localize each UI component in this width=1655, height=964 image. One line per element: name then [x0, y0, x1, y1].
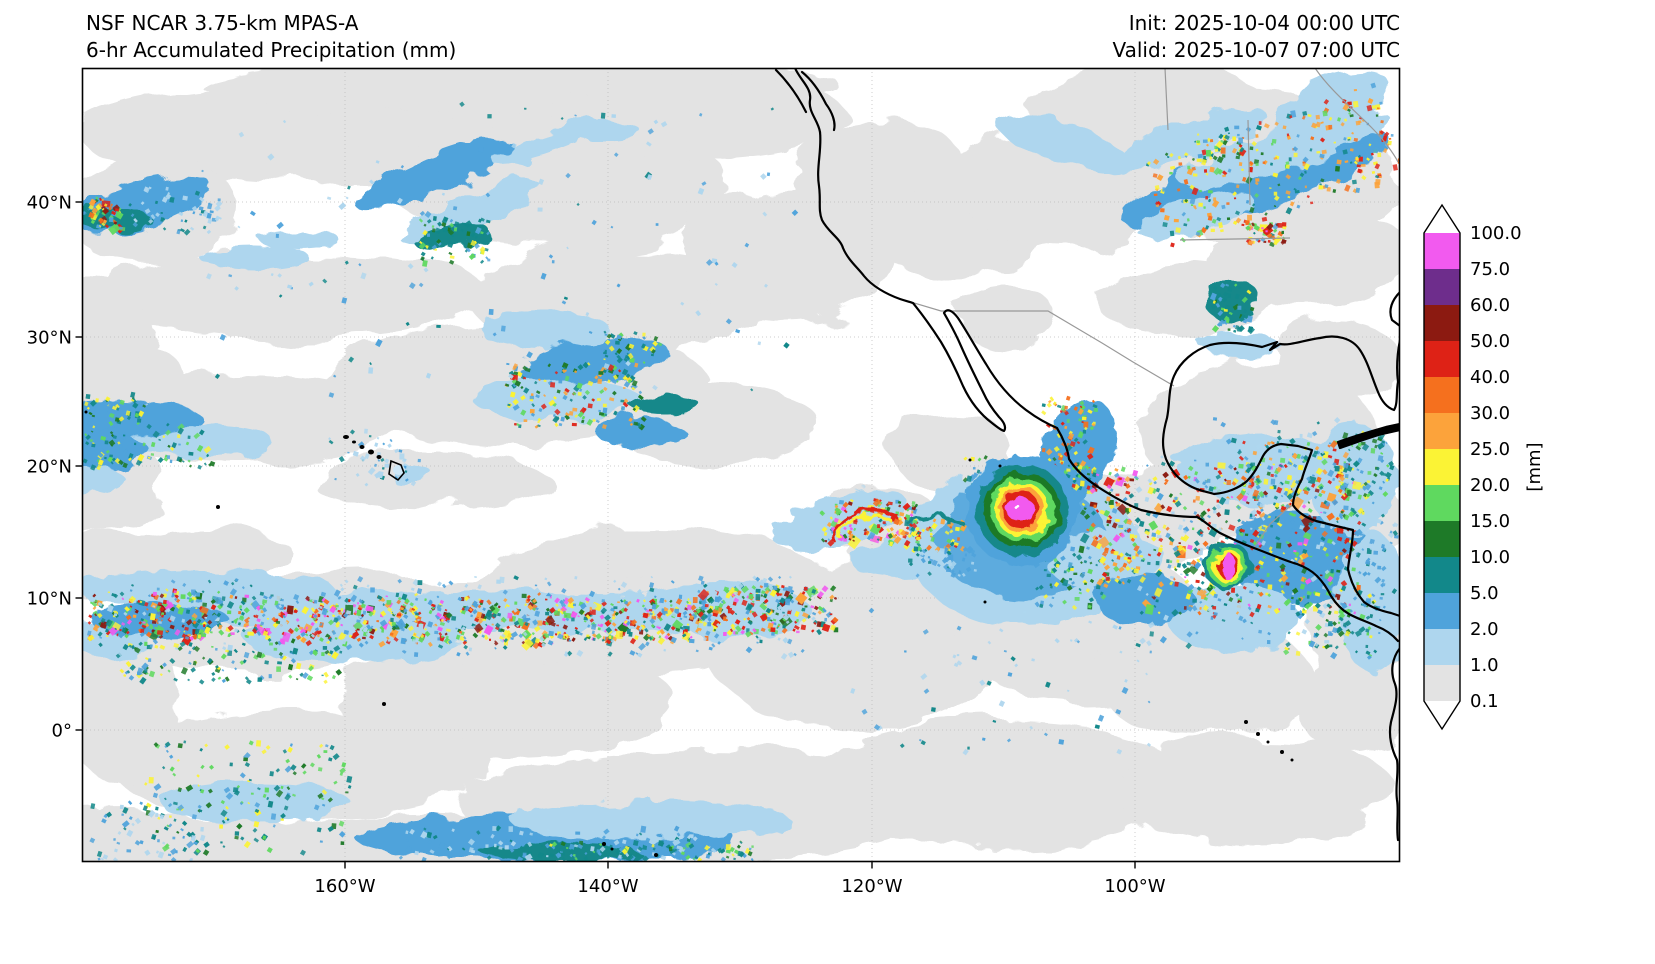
- colorbar-segment: [1424, 665, 1460, 701]
- speckle-region: [1283, 587, 1379, 660]
- colorbar-tick-label: 100.0: [1470, 223, 1522, 244]
- colorbar-segment: [1424, 305, 1460, 341]
- speckle-region: [1095, 541, 1147, 589]
- speckle-region: [139, 740, 353, 856]
- colorbar-segment: [1424, 485, 1460, 521]
- colorbar-segment: [1424, 629, 1460, 665]
- plot-title: NSF NCAR 3.75-km MPAS-A 6-hr Accumulated…: [86, 10, 456, 64]
- run-times: Init: 2025-10-04 00:00 UTC Valid: 2025-1…: [1112, 10, 1400, 64]
- init-time: Init: 2025-10-04 00:00 UTC: [1128, 11, 1400, 35]
- colorbar-unit-label: [mm]: [1524, 442, 1545, 491]
- x-tick-label: 100°W: [1104, 876, 1165, 897]
- speckle-region: [82, 391, 147, 425]
- convective-cells: [82, 82, 1400, 862]
- small-islands: [84, 410, 1294, 857]
- colorbar-outline: [1423, 203, 1461, 731]
- colorbar-segment: [1424, 233, 1460, 269]
- speckle-region: [87, 588, 262, 646]
- hawaii: [343, 435, 405, 482]
- y-tick-label: 20°N: [27, 457, 72, 478]
- y-tick-label: 30°N: [27, 328, 72, 349]
- y-tick-label: 40°N: [27, 193, 72, 214]
- colorbar-segment: [1424, 269, 1460, 305]
- speckle-region: [1340, 430, 1395, 521]
- x-tick-label: 160°W: [314, 876, 375, 897]
- colorbar-segment: [1424, 521, 1460, 557]
- speckle-region: [907, 545, 977, 578]
- colorbar-tick-label: 1.0: [1470, 655, 1499, 676]
- colorbar-segment: [1424, 413, 1460, 449]
- speckle-region: [1245, 222, 1287, 248]
- speckle-region: [889, 515, 967, 553]
- product-name: 6-hr Accumulated Precipitation (mm): [86, 38, 457, 62]
- speckle-region: [418, 216, 491, 267]
- coastlines: [774, 68, 1400, 842]
- colorbar-segment: [1424, 449, 1460, 485]
- colorbar-tick-label: 40.0: [1470, 367, 1510, 388]
- colorbar-tick-label: 30.0: [1470, 403, 1510, 424]
- colorbar-tick-label: 10.0: [1470, 547, 1510, 568]
- speckle-region: [850, 607, 1152, 756]
- speckle-region: [1079, 465, 1139, 549]
- islands: [84, 410, 1294, 857]
- axes-frame: [81, 67, 1401, 863]
- colorbar-tick-label: 20.0: [1470, 475, 1510, 496]
- y-tick-label: 0°: [52, 721, 72, 742]
- colorbar-over-arrow: [1424, 205, 1460, 233]
- colorbar-tick-label: 75.0: [1470, 259, 1510, 280]
- speckle-region: [544, 840, 754, 862]
- speckle-region: [89, 800, 210, 862]
- axis-ticks: 40°N 30°N 20°N 10°N 0° 160°W 140°W 120°W 100°W: [27, 193, 1166, 898]
- colorbar: 100.0 75.0 60.0 50.0 40.0 30.0 25.0 20.0 15.0 10.…: [1423, 203, 1545, 731]
- colorbar-tick-label: 0.1: [1470, 691, 1499, 712]
- colorbar-tick-label: 2.0: [1470, 619, 1499, 640]
- colorbar-tick-label: 15.0: [1470, 511, 1510, 532]
- speckle-region: [119, 641, 343, 685]
- wave-train-arcs: [830, 509, 970, 541]
- model-name: NSF NCAR 3.75-km MPAS-A: [86, 11, 359, 35]
- colorbar-under-arrow: [1424, 701, 1460, 729]
- speckle-region: [603, 330, 663, 364]
- y-tick-label: 10°N: [27, 589, 72, 610]
- speckle-region: [201, 101, 799, 398]
- colorbar-tick-label: 5.0: [1470, 583, 1499, 604]
- speckle-region: [88, 196, 126, 236]
- speckle-region: [128, 186, 223, 236]
- speckle-region: [1145, 82, 1400, 248]
- political-borders: [913, 68, 1399, 549]
- x-tick-label: 140°W: [577, 876, 638, 897]
- speckle-region: [1209, 282, 1255, 335]
- speckle-region: [504, 361, 647, 431]
- colorbar-segment: [1424, 593, 1460, 629]
- tropical-system: [1204, 542, 1252, 590]
- speckle-region: [395, 592, 568, 651]
- speckle-region: [697, 584, 839, 638]
- colorbar-tick-label: 50.0: [1470, 331, 1510, 352]
- colorbar-segment: [1424, 377, 1460, 413]
- speckle-region: [97, 575, 817, 660]
- speckle-region: [82, 420, 216, 471]
- valid-time: Valid: 2025-10-07 07:00 UTC: [1112, 38, 1400, 62]
- hurricane: [966, 454, 1078, 566]
- speckle-region: [1183, 125, 1245, 170]
- colorbar-segment: [1424, 557, 1460, 593]
- colorbar-segment: [1424, 341, 1460, 377]
- colorbar-tick-label: 25.0: [1470, 439, 1510, 460]
- speckle-region: [328, 428, 424, 487]
- colorbar-tick-label: 60.0: [1470, 295, 1510, 316]
- x-tick-label: 120°W: [841, 876, 902, 897]
